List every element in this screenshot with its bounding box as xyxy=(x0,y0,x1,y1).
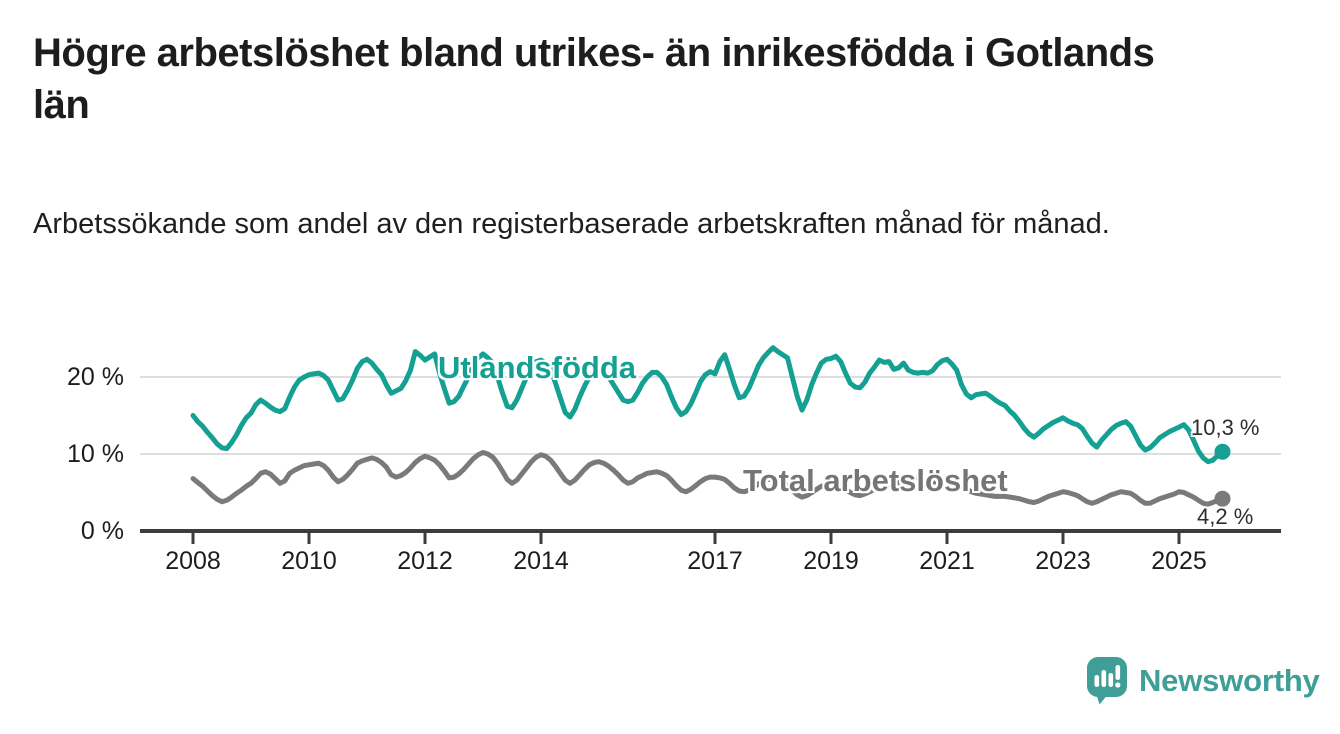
x-tick-label: 2023 xyxy=(1035,547,1091,575)
newsworthy-logo: Newsworthy xyxy=(1087,657,1320,705)
end-value-label-utlandsfodda: 10,3 % xyxy=(1191,415,1260,440)
x-tick-label: 2019 xyxy=(803,547,859,575)
series-label-total-arbetsloshet: Total arbetslöshet xyxy=(743,463,1008,498)
series-label-utlandsfodda: Utlandsfödda xyxy=(438,350,637,385)
end-dot xyxy=(1214,490,1231,507)
page-title: Högre arbetslöshet bland utrikes- än inr… xyxy=(33,31,1155,127)
y-tick-label: 10 % xyxy=(67,440,124,468)
chart-subtitle: Arbetssökande som andel av den registerb… xyxy=(33,208,1110,240)
x-tick-label: 2012 xyxy=(397,547,453,575)
y-tick-label: 0 % xyxy=(80,517,124,545)
x-tick-label: 2025 xyxy=(1151,547,1207,575)
newsworthy-logo-text: Newsworthy xyxy=(1139,663,1320,698)
line-utlandsfodda xyxy=(190,345,1225,465)
x-tick-label: 2017 xyxy=(687,547,743,575)
end-dot xyxy=(1214,443,1231,460)
end-value-label-total: 4,2 % xyxy=(1197,504,1254,529)
newsworthy-logo-icon xyxy=(1087,657,1127,705)
x-tick-label: 2010 xyxy=(281,547,337,575)
x-tick-label: 2008 xyxy=(165,547,221,575)
x-tick-label: 2014 xyxy=(513,547,569,575)
line-total-arbetsloshet xyxy=(190,450,1225,507)
x-tick-label: 2021 xyxy=(919,547,975,575)
y-tick-label: 20 % xyxy=(67,363,124,391)
